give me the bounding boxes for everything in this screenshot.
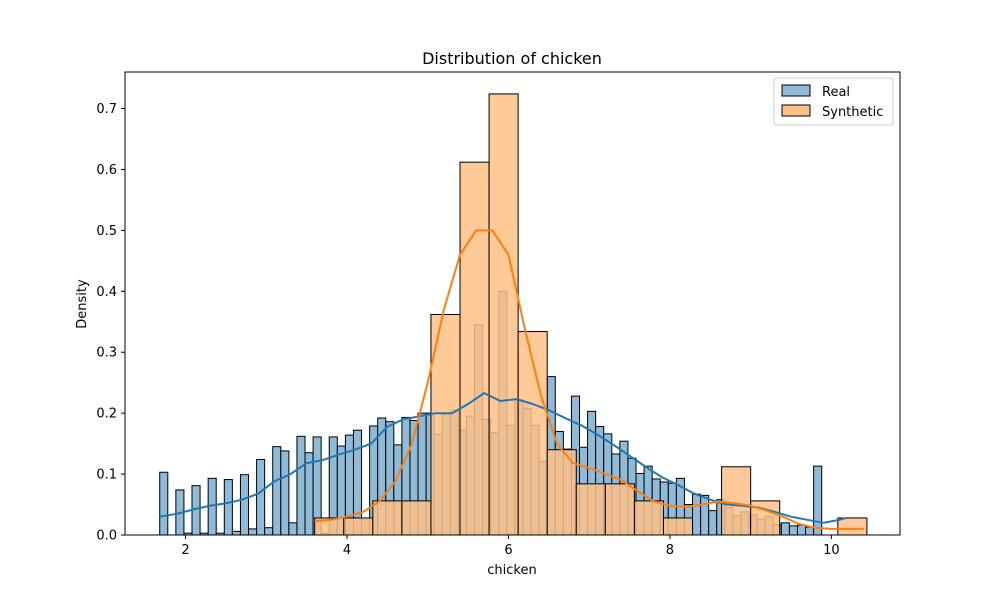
real-bar [239, 474, 250, 536]
y-tick-label: 0.1 [96, 468, 117, 483]
synthetic-bar [575, 483, 606, 536]
synthetic-bar [459, 161, 490, 536]
y-axis-label: Density [75, 279, 90, 329]
y-axis: 0.0 0.1 0.2 0.3 0.4 0.5 0.6 0.7 [96, 102, 125, 544]
x-axis: 2 4 6 8 10 [181, 535, 840, 558]
synthetic-bar [721, 466, 752, 536]
synthetic-bar [633, 500, 664, 536]
real-bar [280, 450, 290, 536]
y-tick-label: 0.7 [96, 102, 117, 117]
real-bar [805, 526, 815, 536]
synthetic-bar [750, 500, 781, 536]
legend: Real Synthetic [773, 77, 894, 126]
synthetic-bar [662, 517, 694, 536]
synthetic-bar [401, 500, 432, 536]
synthetic-bar [604, 483, 635, 536]
real-bar [692, 493, 702, 536]
legend-label-real: Real [822, 85, 850, 100]
plot-frame [124, 71, 901, 536]
synthetic-bars-group [314, 93, 868, 536]
x-tick-label: 10 [823, 543, 840, 558]
real-bar [272, 446, 282, 536]
real-bar [813, 465, 823, 536]
x-axis-label: chicken [487, 563, 536, 578]
real-bar [296, 435, 306, 536]
x-tick-label: 6 [504, 543, 512, 558]
synthetic-bar [343, 517, 374, 536]
chart-title: Distribution of chicken [422, 49, 602, 68]
y-tick-label: 0.4 [96, 285, 117, 300]
real-bar [780, 522, 790, 536]
kde-lines-group [159, 229, 864, 530]
y-tick-label: 0.5 [96, 224, 117, 239]
legend-swatch-synthetic [781, 104, 811, 117]
synthetic-bar [488, 93, 519, 536]
real-bar [788, 525, 798, 536]
real-bar [231, 530, 241, 536]
real-bar [304, 452, 314, 536]
y-tick-label: 0.0 [96, 529, 117, 544]
synthetic-bar [430, 313, 461, 536]
real-bar [248, 528, 258, 536]
real-bar [264, 527, 274, 536]
real-bar [256, 458, 266, 536]
synthetic-kde-line [314, 229, 864, 530]
real-bar [796, 524, 807, 536]
x-tick-label: 8 [666, 543, 674, 558]
synthetic-bar [372, 500, 403, 536]
real-bar [708, 510, 718, 536]
legend-swatch-real [781, 84, 811, 97]
legend-label-synthetic: Synthetic [822, 105, 883, 120]
y-tick-label: 0.3 [96, 346, 117, 361]
y-tick-label: 0.2 [96, 407, 117, 422]
x-tick-label: 4 [343, 543, 351, 558]
real-bar [159, 471, 169, 536]
real-bar [700, 494, 710, 536]
synthetic-bar [837, 517, 868, 536]
real-bar [288, 522, 298, 536]
x-tick-label: 2 [181, 543, 189, 558]
real-bar [223, 479, 233, 536]
real-kde-line [159, 392, 847, 524]
y-tick-label: 0.6 [96, 163, 117, 178]
